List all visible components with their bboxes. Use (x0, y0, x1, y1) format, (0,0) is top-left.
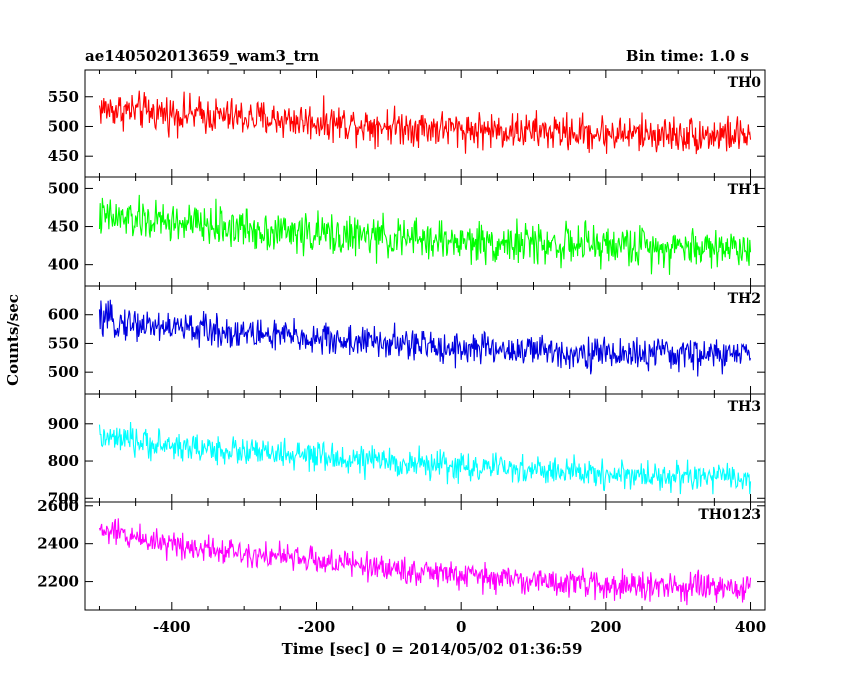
panels-layer: 450 500 550 TH0 400 450 500 TH1 500 550 600 TH2 700 8… (37, 69, 766, 636)
panel-label: TH3 (728, 399, 761, 415)
panel-label: TH2 (728, 291, 761, 307)
y-tick-label: 2400 (37, 535, 79, 553)
y-axis-label: Counts/sec (4, 294, 22, 386)
x-axis-label: Time [sec] 0 = 2014/05/02 01:36:59 (282, 640, 583, 658)
series-line-th3 (98, 421, 752, 495)
y-tick-label: 550 (48, 88, 79, 106)
x-tick-label: 200 (590, 618, 621, 636)
bin-time-label: Bin time: 1.0 s (626, 47, 749, 65)
series-line-th2 (98, 299, 752, 377)
y-tick-label: 800 (48, 452, 79, 470)
y-tick-label: 450 (48, 147, 79, 165)
panel-frame (84, 393, 766, 503)
x-tick-label: 400 (735, 618, 766, 636)
y-tick-label: 700 (48, 489, 79, 507)
series-line-th1 (98, 194, 752, 275)
y-tick-label: 500 (48, 363, 79, 381)
y-tick-label: 2600 (37, 497, 79, 515)
y-tick-label: 450 (48, 218, 79, 236)
y-tick-label: 500 (48, 179, 79, 197)
panel-th0123: 2200 2400 2600 TH0123 (37, 497, 766, 611)
y-tick-label: 400 (48, 256, 79, 274)
panel-th2: 500 550 600 TH2 (48, 285, 766, 395)
chart-title: ae140502013659_wam3_trn (85, 47, 319, 65)
series-line-th0123 (98, 518, 752, 606)
panel-th1: 400 450 500 TH1 (48, 176, 766, 287)
y-tick-label: 500 (48, 117, 79, 135)
y-tick-label: 900 (48, 415, 79, 433)
panel-label: TH1 (728, 182, 761, 198)
y-tick-label: 600 (48, 306, 79, 324)
panel-th0: 450 500 550 TH0 (48, 69, 766, 178)
panel-frame (84, 176, 766, 287)
series-line-th0 (98, 90, 752, 155)
x-tick-label: -200 (298, 618, 336, 636)
panel-label: TH0 (728, 75, 762, 91)
x-tick-label: -400 (153, 618, 191, 636)
x-tick-label: 0 (456, 618, 466, 636)
panel-th3: 700 800 900 TH3 (48, 393, 766, 507)
y-tick-label: 550 (48, 334, 79, 352)
panel-label: TH0123 (698, 507, 761, 523)
panel-frame (84, 501, 766, 611)
y-tick-label: 2200 (37, 573, 79, 591)
